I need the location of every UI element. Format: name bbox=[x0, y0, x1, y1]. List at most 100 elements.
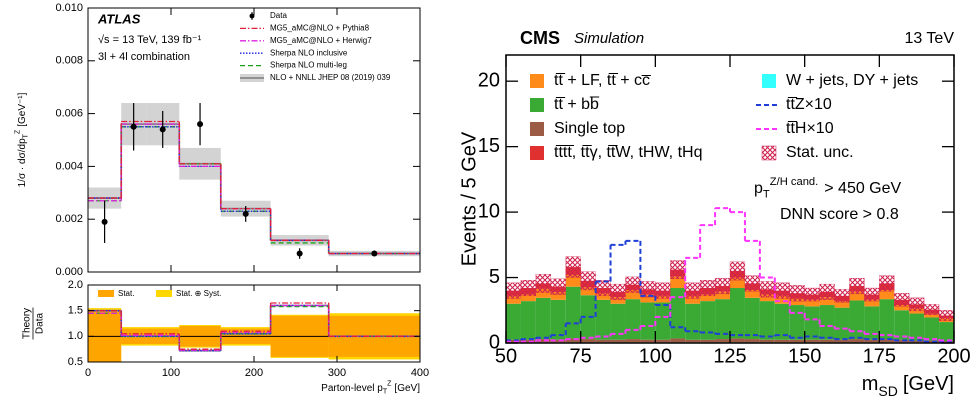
stack-segment bbox=[595, 293, 611, 300]
stack-segment bbox=[909, 340, 925, 343]
y-axis-label-part: 1/σ · dσ/dp bbox=[17, 138, 28, 187]
x-tick-label: 50 bbox=[495, 345, 517, 367]
legend-label: tt̅ + bb̅ bbox=[554, 95, 600, 113]
stack-segment bbox=[715, 291, 730, 300]
stack-segment bbox=[774, 295, 790, 304]
stack-segment bbox=[700, 301, 716, 340]
stack-segment bbox=[744, 289, 760, 298]
stack-segment bbox=[715, 339, 730, 343]
legend-label: tt̅Z×10 bbox=[786, 96, 832, 113]
stack-segment bbox=[580, 295, 596, 340]
stack-segment bbox=[879, 339, 895, 343]
stat-uncertainty bbox=[640, 281, 656, 298]
plot-frame bbox=[87, 7, 421, 273]
data-point bbox=[130, 123, 137, 130]
stack-segment bbox=[625, 339, 641, 343]
y-tick-label: 2.0 bbox=[68, 279, 83, 291]
stack-segment bbox=[595, 339, 611, 343]
stack-segment bbox=[625, 289, 641, 300]
stat-uncertainty bbox=[894, 293, 910, 307]
stack-segment bbox=[819, 297, 835, 306]
y-tick-label: 0.000 bbox=[55, 266, 83, 278]
data-point bbox=[101, 218, 108, 225]
stack-segment bbox=[759, 294, 775, 302]
stat-uncertainty bbox=[938, 310, 955, 321]
stack-segment bbox=[849, 339, 865, 343]
stack-segment bbox=[730, 277, 745, 289]
stat-uncertainty bbox=[580, 271, 596, 291]
legend-label: Sherpa NLO inclusive bbox=[270, 48, 348, 57]
stack-segment bbox=[804, 299, 820, 307]
x-tick-label: 75 bbox=[570, 345, 592, 367]
stack-segment bbox=[535, 297, 551, 340]
x-tick-label: 100 bbox=[162, 367, 180, 379]
stack-segment bbox=[804, 339, 820, 343]
stack-segment bbox=[535, 339, 551, 343]
stack-segment bbox=[535, 288, 551, 298]
stack-segment bbox=[685, 295, 701, 304]
legend-label: Single top bbox=[554, 120, 625, 137]
legend-swatch bbox=[98, 290, 114, 297]
stat-uncertainty bbox=[864, 287, 880, 302]
y-tick-label: 0.008 bbox=[55, 55, 83, 67]
stack-segment bbox=[864, 306, 880, 340]
stack-segment bbox=[879, 299, 895, 340]
stat-uncertainty bbox=[819, 283, 835, 300]
stat-uncertainty bbox=[879, 275, 895, 292]
x-axis-label-part: Z bbox=[387, 380, 392, 387]
stat-uncertainty bbox=[909, 297, 925, 312]
stack-segment bbox=[774, 339, 790, 343]
stack-segment bbox=[670, 276, 686, 289]
stack-segment bbox=[789, 305, 805, 340]
stat-uncertainty bbox=[535, 274, 551, 293]
data-point bbox=[197, 121, 204, 128]
annotation: DNN score > 0.8 bbox=[780, 206, 899, 223]
x-axis-label: mSD [GeV] bbox=[862, 373, 954, 398]
cut-annotation-part: Z/H cand. bbox=[770, 176, 819, 188]
legend-label: W + jets, DY + jets bbox=[786, 72, 918, 89]
legend-label: Data bbox=[270, 11, 287, 20]
y-tick-label: 0.5 bbox=[68, 356, 83, 368]
y-tick-label: 15 bbox=[478, 135, 500, 157]
stat-uncertainty bbox=[789, 285, 805, 302]
x-tick-label: 200 bbox=[937, 345, 970, 367]
stack-segment bbox=[655, 302, 671, 340]
y-axis-label-part: Z bbox=[14, 129, 21, 134]
stack-segment bbox=[774, 303, 790, 340]
legend-label: NLO + NNLL JHEP 08 (2019) 039 bbox=[270, 73, 391, 82]
stack-segment bbox=[520, 301, 536, 340]
stack-segment bbox=[834, 339, 850, 343]
legend-swatch bbox=[530, 98, 544, 112]
y-axis-label-part: T bbox=[22, 133, 29, 138]
stack-segment bbox=[550, 339, 566, 343]
stat-uncertainty bbox=[744, 275, 761, 292]
stack-segment bbox=[655, 339, 671, 343]
stack-segment bbox=[625, 299, 641, 340]
y-tick-label: 1.0 bbox=[68, 330, 83, 342]
y-tick-label: 0.010 bbox=[55, 2, 83, 14]
stack-segment bbox=[565, 338, 581, 343]
x-tick-label: 100 bbox=[639, 345, 672, 367]
stack-segment bbox=[685, 339, 701, 343]
stack-segment bbox=[939, 322, 954, 342]
data-point bbox=[242, 210, 249, 217]
x-tick-label: 300 bbox=[328, 367, 346, 379]
stat-uncertainty bbox=[759, 281, 775, 298]
x-axis-label-part: SD bbox=[878, 383, 897, 399]
data-point bbox=[371, 250, 378, 257]
stack-segment bbox=[759, 301, 775, 340]
stack-segment bbox=[744, 339, 760, 343]
stack-segment bbox=[550, 291, 566, 300]
y-axis-label: 1/σ · dσ/dpTZ [GeV⁻¹] bbox=[14, 92, 29, 187]
stack-segment bbox=[595, 299, 611, 340]
stat-uncertainty bbox=[714, 278, 731, 295]
legend-label: tt̅tt̅, tt̅γ, tt̅W, tHW, tHq bbox=[554, 144, 702, 161]
x-tick-label: 150 bbox=[788, 345, 821, 367]
stack-segment bbox=[610, 303, 626, 340]
x-tick-label: 175 bbox=[863, 345, 896, 367]
x-axis-label-part: [GeV] bbox=[903, 373, 954, 395]
y-axis-label: Events / 5 GeV bbox=[458, 131, 480, 266]
stack-segment bbox=[819, 339, 835, 343]
